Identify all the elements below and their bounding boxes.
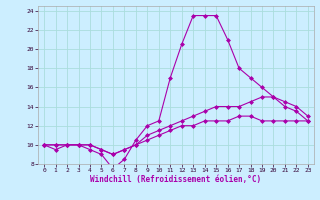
X-axis label: Windchill (Refroidissement éolien,°C): Windchill (Refroidissement éolien,°C): [91, 175, 261, 184]
